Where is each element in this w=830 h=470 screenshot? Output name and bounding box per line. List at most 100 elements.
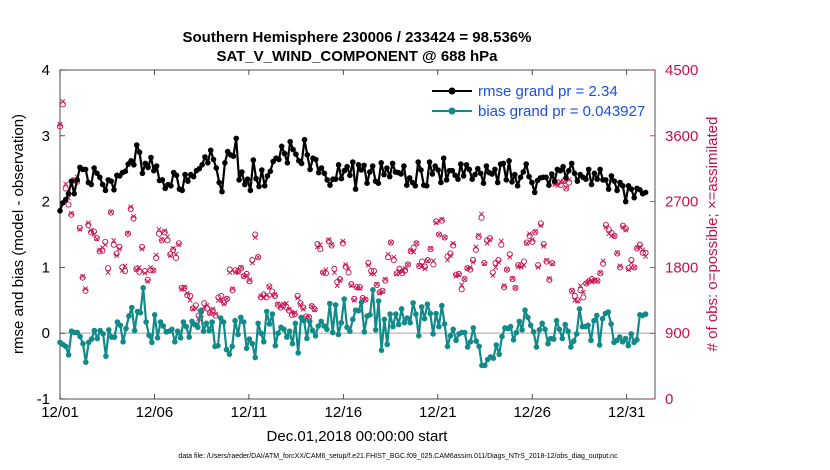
obs-assimilated-point (428, 245, 434, 251)
series-point-bias (151, 312, 158, 318)
series-point-bias (203, 320, 210, 327)
obs-assimilated-point (600, 258, 606, 264)
obs-assimilated-point (63, 181, 69, 187)
series-point-bias (576, 306, 583, 312)
series-point-rmse (239, 169, 245, 175)
series-point-rmse (404, 182, 410, 188)
series-point-bias (140, 285, 146, 291)
series-point-bias (444, 343, 451, 350)
series-point-bias (206, 327, 213, 334)
series-point-rmse (216, 179, 222, 186)
obs-possible-point (404, 261, 411, 268)
obs-assimilated-point (252, 234, 258, 240)
series-point-bias (74, 329, 80, 336)
series-point-rmse (568, 160, 575, 167)
series-point-rmse (466, 166, 473, 173)
obs-assimilated-point (594, 278, 600, 284)
obs-assimilated-point (145, 278, 151, 284)
series-point-rmse (389, 160, 396, 167)
series-point-rmse (151, 167, 157, 174)
obs-assimilated-point (614, 250, 620, 256)
series-point-bias (430, 331, 436, 337)
obs-possible-point (549, 259, 556, 267)
obs-possible-point (150, 267, 157, 274)
series-point-rmse (242, 181, 248, 188)
series-point-rmse (91, 165, 97, 171)
obs-assimilated-point (142, 270, 148, 276)
series-point-bias (545, 340, 551, 347)
series-point-rmse (327, 182, 333, 188)
series-point-rmse (440, 155, 447, 161)
obs-assimilated-point (575, 298, 581, 304)
obs-assimilated-point (371, 271, 377, 277)
series-point-bias (289, 340, 296, 347)
series-point-rmse (458, 161, 464, 167)
series-point-bias (111, 334, 118, 340)
obs-possible-point (286, 307, 293, 314)
series-point-rmse (261, 183, 268, 189)
obs-possible-point (170, 246, 177, 253)
series-point-rmse (159, 177, 166, 183)
obs-assimilated-point (77, 226, 83, 232)
series-point-bias (235, 331, 241, 338)
obs-assimilated-point (532, 229, 538, 235)
series-point-rmse (529, 179, 535, 186)
series-point-bias (370, 287, 376, 293)
obs-possible-point (201, 300, 208, 307)
series-point-bias (281, 326, 287, 333)
obs-possible-point (523, 239, 530, 246)
series-point-bias (220, 319, 227, 325)
series-point-rmse (631, 194, 637, 201)
obs-assimilated-point (348, 283, 354, 289)
series-point-rmse (557, 167, 564, 174)
x-tick-label: 12/16 (325, 404, 363, 421)
series-point-rmse (375, 180, 382, 186)
obs-assimilated-point (541, 243, 547, 249)
obs-possible-point (625, 265, 632, 272)
x-tick-label: 12/01 (41, 404, 79, 421)
series-point-rmse (611, 178, 618, 184)
obs-assimilated-point (419, 262, 425, 268)
obs-possible-point (218, 292, 225, 299)
obs-assimilated-point (102, 242, 108, 248)
series-point-rmse (82, 166, 89, 173)
obs-assimilated-point (411, 249, 417, 255)
series-point-bias (197, 308, 204, 314)
series-point-rmse (298, 160, 305, 167)
series-point-bias (169, 326, 175, 333)
obs-possible-point (325, 238, 332, 245)
series-point-bias (427, 310, 434, 317)
chart-title: Southern Hemisphere 230006 / 233424 = 98… (183, 29, 532, 46)
series-point-rmse (97, 174, 103, 181)
series-point-rmse (531, 189, 538, 196)
series-point-bias (295, 350, 302, 356)
obs-possible-point (209, 307, 216, 314)
obs-possible-point (79, 274, 86, 281)
series-point-bias (83, 359, 89, 366)
obs-assimilated-point (306, 314, 312, 320)
series-point-rmse (68, 178, 75, 184)
obs-assimilated-point (493, 264, 499, 270)
series-point-rmse (335, 162, 342, 168)
obs-assimilated-point (334, 283, 340, 289)
series-point-rmse (250, 157, 257, 163)
series-point-bias (226, 351, 233, 358)
obs-possible-point (68, 211, 75, 218)
series-point-bias (367, 312, 373, 318)
obs-assimilated-point (329, 242, 335, 248)
series-point-rmse (585, 166, 592, 173)
series-point-bias (421, 315, 428, 322)
series-point-bias (625, 342, 632, 349)
series-point-bias (350, 316, 356, 323)
series-point-rmse (219, 188, 225, 195)
obs-assimilated-point (484, 240, 490, 246)
series-point-bias (441, 321, 448, 327)
y-axis-label: rmse and bias (model - observation) (10, 114, 27, 354)
series-point-bias (329, 329, 336, 336)
series-point-rmse (517, 174, 524, 181)
series-point-bias (240, 319, 247, 325)
series-point-rmse (133, 142, 140, 148)
series-point-bias (123, 325, 129, 332)
series-point-rmse (551, 178, 558, 184)
obs-assimilated-point (292, 310, 298, 316)
